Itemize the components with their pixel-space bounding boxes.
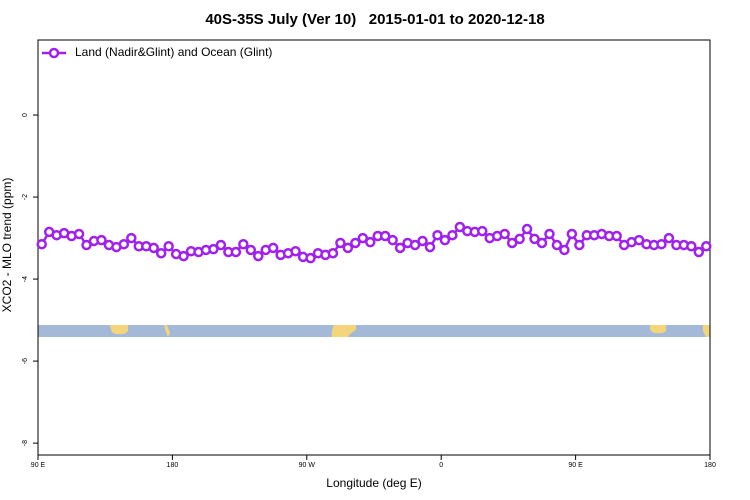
- data-point: [529, 233, 540, 245]
- x-tick-label: 90 W: [299, 462, 316, 469]
- data-point: [238, 238, 249, 250]
- data-point: [701, 241, 712, 252]
- land-shapes: [110, 325, 710, 337]
- data-point: [155, 247, 167, 259]
- data-point: [163, 241, 174, 252]
- chart-title: 40S-35S July (Ver 10) 2015-01-01 to 2020…: [205, 11, 544, 28]
- data-point: [424, 241, 436, 253]
- data-point: [544, 228, 555, 240]
- data-point: [81, 239, 92, 251]
- y-tick-label: -6: [22, 358, 29, 364]
- x-tick-label: 90 E: [568, 462, 583, 469]
- data-point: [178, 250, 189, 262]
- legend-marker: [48, 47, 60, 59]
- data-point: [574, 239, 585, 251]
- data-point: [447, 229, 458, 241]
- data-point: [559, 244, 570, 256]
- data-point: [656, 238, 667, 250]
- data-point: [477, 225, 488, 237]
- x-tick-label: 180: [704, 462, 716, 469]
- x-tick-label: 0: [439, 462, 443, 469]
- x-tick-label: 180: [167, 462, 179, 469]
- data-point: [126, 232, 137, 244]
- data-point: [409, 239, 421, 251]
- y-axis-label: XCO2 - MLO trend (ppm): [0, 178, 14, 313]
- data-point: [36, 238, 47, 250]
- y-tick-label: 0: [22, 113, 29, 117]
- legend-label: Land (Nadir&Glint) and Ocean (Glint): [75, 45, 272, 59]
- data-point: [387, 234, 398, 246]
- data-point: [521, 223, 533, 235]
- x-tick-label: 90 E: [31, 462, 46, 469]
- data-point: [118, 238, 130, 250]
- y-tick-label: -2: [22, 194, 29, 200]
- data-point: [148, 242, 159, 254]
- data-point: [514, 233, 525, 245]
- data-point: [536, 237, 548, 249]
- data-point: [693, 246, 705, 258]
- data-point: [350, 237, 361, 249]
- y-tick-label: -4: [22, 276, 29, 282]
- data-point: [305, 252, 316, 264]
- data-point: [499, 228, 510, 240]
- data-point: [633, 234, 645, 246]
- data-point: [394, 242, 406, 254]
- data-point: [611, 230, 622, 242]
- data-point: [357, 232, 369, 244]
- data-point: [73, 228, 85, 240]
- data-point: [342, 242, 354, 254]
- data-point: [506, 237, 518, 249]
- data-point: [417, 235, 428, 247]
- map-strip: [38, 325, 710, 337]
- data-point: [432, 229, 443, 241]
- data-point: [379, 230, 391, 242]
- data-point: [253, 250, 264, 262]
- data-point: [454, 221, 466, 233]
- x-axis-label: Longitude (deg E): [326, 476, 421, 490]
- data-point: [96, 234, 107, 246]
- data-point: [215, 239, 227, 251]
- data-point: [327, 247, 339, 259]
- data-point: [230, 246, 242, 258]
- data-point: [365, 236, 376, 248]
- data-point: [566, 228, 578, 240]
- data-point: [267, 242, 279, 254]
- data-point: [551, 239, 563, 251]
- data-point: [245, 244, 257, 256]
- y-tick-label: -8: [22, 440, 29, 446]
- data-point: [208, 243, 219, 255]
- data-point: [663, 232, 675, 244]
- data-point: [290, 245, 301, 257]
- data-point: [335, 237, 346, 249]
- data-point: [686, 241, 697, 252]
- data-point: [439, 234, 451, 246]
